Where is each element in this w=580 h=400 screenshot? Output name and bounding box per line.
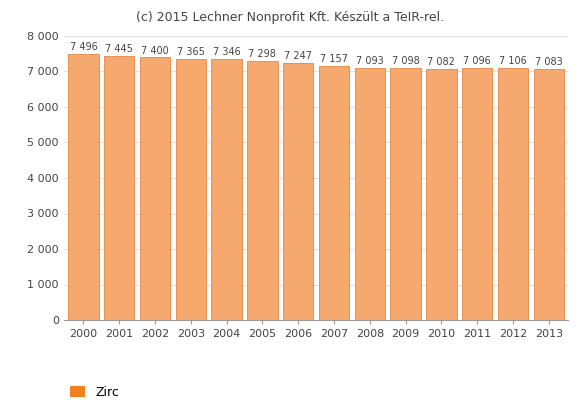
Text: 7 298: 7 298 — [248, 49, 276, 59]
Text: 7 365: 7 365 — [177, 47, 205, 57]
Bar — [498, 68, 528, 320]
Bar — [319, 66, 349, 320]
Bar — [140, 57, 171, 320]
Bar — [176, 58, 206, 320]
Text: 7 400: 7 400 — [141, 46, 169, 56]
Bar — [534, 68, 564, 320]
Text: 7 106: 7 106 — [499, 56, 527, 66]
Bar — [212, 59, 242, 320]
Text: 7 083: 7 083 — [535, 57, 563, 67]
Text: 7 247: 7 247 — [284, 51, 312, 61]
Bar — [104, 56, 135, 320]
Text: 7 157: 7 157 — [320, 54, 348, 64]
Legend: Zirc: Zirc — [70, 386, 119, 399]
Text: (c) 2015 Lechner Nonprofit Kft. Készült a TeIR-rel.: (c) 2015 Lechner Nonprofit Kft. Készült … — [136, 11, 444, 24]
Bar — [283, 63, 313, 320]
Bar — [354, 68, 385, 320]
Text: 7 496: 7 496 — [70, 42, 97, 52]
Text: 7 096: 7 096 — [463, 56, 491, 66]
Text: 7 346: 7 346 — [213, 48, 241, 58]
Bar — [247, 61, 278, 320]
Bar — [462, 68, 492, 320]
Bar — [426, 68, 456, 320]
Text: 7 093: 7 093 — [356, 56, 383, 66]
Bar — [68, 54, 99, 320]
Text: 7 445: 7 445 — [106, 44, 133, 54]
Text: 7 098: 7 098 — [392, 56, 419, 66]
Bar — [390, 68, 420, 320]
Text: 7 082: 7 082 — [427, 57, 455, 67]
